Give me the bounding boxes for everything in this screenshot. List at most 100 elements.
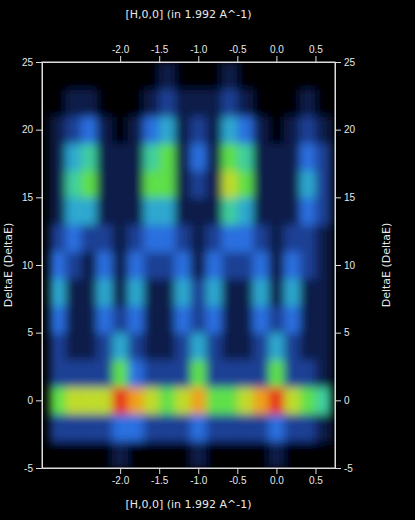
heat-cell (175, 441, 191, 468)
heat-cell (144, 170, 160, 198)
heat-cell (269, 387, 285, 415)
y-axis: -50510152025 (22, 57, 43, 474)
tick: 10 (335, 260, 356, 271)
heat-cell (237, 116, 253, 144)
heat-cell (81, 306, 97, 334)
heat-cell (175, 251, 191, 279)
heat-cell (190, 387, 206, 415)
heat-cell (300, 197, 316, 225)
heat-cell (175, 62, 191, 90)
tick-mark (335, 265, 341, 266)
heat-cell (284, 170, 300, 198)
tick-label: 5 (27, 327, 33, 338)
heat-cell (159, 89, 175, 117)
heat-cell (284, 414, 300, 442)
heat-cell (284, 62, 300, 90)
heat-cell (128, 387, 144, 415)
heat-cell (81, 143, 97, 171)
heat-cell (315, 89, 331, 117)
tick: -5 (335, 463, 353, 474)
heat-cell (144, 197, 160, 225)
heat-cell (112, 414, 128, 442)
heat-cell (222, 89, 238, 117)
heat-cell (253, 414, 269, 442)
heat-cell (97, 143, 113, 171)
heat-cell (159, 387, 175, 415)
x-axis-title: [H,0,0] (in 1.992 A^-1) (125, 8, 251, 21)
heat-cell (50, 89, 66, 117)
tick-mark (276, 56, 277, 62)
tick: -1.0 (190, 44, 208, 62)
heat-cell (253, 62, 269, 90)
heat-cell (190, 441, 206, 468)
heat-cell (65, 197, 81, 225)
tick: 20 (335, 124, 356, 135)
heat-cell (190, 306, 206, 334)
heat-cell (97, 414, 113, 442)
y-axis: -50510152025 (335, 57, 356, 474)
tick-label: 0 (27, 395, 33, 406)
heat-cell (300, 441, 316, 468)
heat-cell (81, 251, 97, 279)
tick-mark (120, 468, 121, 474)
heat-cell (315, 387, 331, 415)
axis-line (43, 62, 336, 63)
heat-cell (300, 143, 316, 171)
heat-cell (112, 170, 128, 198)
heat-cell (175, 89, 191, 117)
tick-label: -5 (24, 463, 33, 474)
heat-cell (159, 360, 175, 388)
heat-cell (315, 116, 331, 144)
heat-cell (159, 333, 175, 361)
heat-cell (269, 116, 285, 144)
tick: 0.5 (309, 468, 323, 486)
tick-label: -2.0 (112, 44, 130, 55)
tick-label: 20 (22, 124, 34, 135)
heat-cell (65, 116, 81, 144)
heat-cell (315, 224, 331, 252)
heat-cell (237, 360, 253, 388)
tick-mark (237, 468, 238, 474)
heat-cell (144, 224, 160, 252)
tick-label: 15 (22, 192, 34, 203)
heat-cell (222, 143, 238, 171)
heat-cell (144, 333, 160, 361)
heat-cell (284, 387, 300, 415)
heat-cell (222, 197, 238, 225)
heat-cell (128, 279, 144, 307)
tick: -1.0 (190, 468, 208, 486)
heat-cell (81, 89, 97, 117)
heat-cell (253, 441, 269, 468)
heat-cell (159, 251, 175, 279)
heat-cell (50, 62, 66, 90)
heat-cell (253, 279, 269, 307)
heat-cell (315, 170, 331, 198)
tick-label: 25 (344, 57, 356, 68)
heat-cell (159, 197, 175, 225)
heat-cell (175, 414, 191, 442)
tick: -1.5 (151, 468, 169, 486)
tick-label: 0.0 (270, 475, 284, 486)
tick-mark (198, 468, 199, 474)
heat-cell (128, 306, 144, 334)
heat-cell (190, 360, 206, 388)
heat-cell (112, 306, 128, 334)
heat-cell (50, 279, 66, 307)
tick-mark (237, 56, 238, 62)
heat-cell (222, 279, 238, 307)
heat-cell (128, 197, 144, 225)
heat-cell (144, 414, 160, 442)
heat-cell (50, 414, 66, 442)
heat-cell (50, 333, 66, 361)
tick: -2.0 (112, 44, 130, 62)
tick-mark (120, 56, 121, 62)
heat-cell (97, 89, 113, 117)
tick: 0 (27, 395, 42, 406)
heat-cell (159, 306, 175, 334)
heat-cell (50, 143, 66, 171)
cells (50, 62, 332, 468)
heat-cell (175, 116, 191, 144)
heat-cell (112, 251, 128, 279)
heat-cell (159, 62, 175, 90)
heat-cell (269, 441, 285, 468)
